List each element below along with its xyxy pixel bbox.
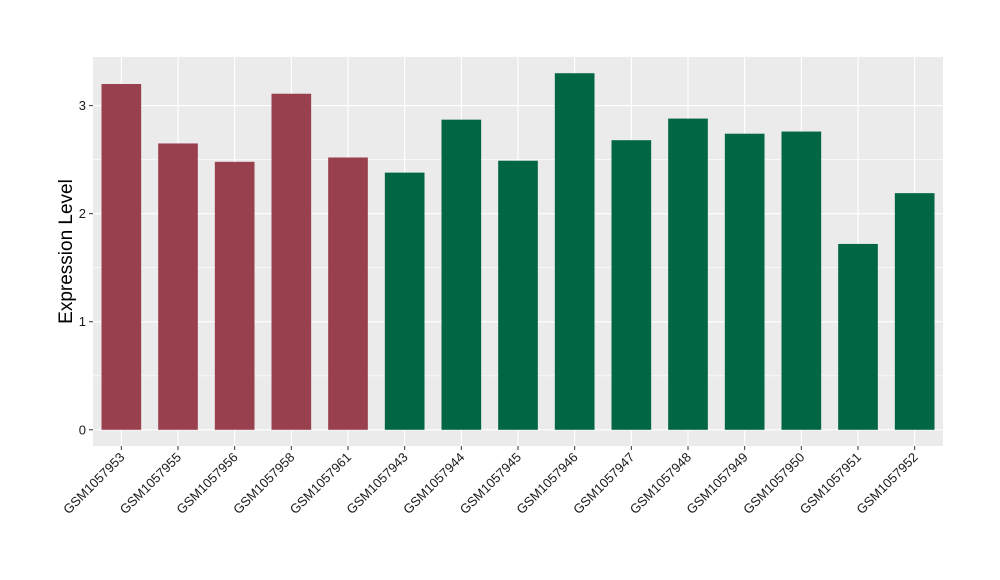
bar-GSM1057950 [781,131,822,430]
bar-GSM1057958 [271,93,312,430]
bar-GSM1057949 [724,133,765,430]
bar-GSM1057952 [894,193,935,430]
bar-GSM1057951 [838,243,878,430]
bar-GSM1057953 [101,84,142,430]
bar-GSM1057945 [498,160,538,430]
bar-GSM1057955 [158,143,198,430]
y-tick-label: 2 [79,206,86,221]
y-tick-label: 0 [79,422,86,437]
bar-GSM1057948 [668,118,708,430]
y-tick-label: 1 [79,314,86,329]
y-axis: 0 1 2 3 [79,98,93,437]
y-axis-title: Expression Level [56,179,77,324]
bars [101,73,935,430]
bar-GSM1057961 [328,157,368,430]
x-axis: GSM1057953GSM1057955GSM1057956GSM1057958… [60,446,921,517]
y-tick-label: 3 [79,98,86,113]
bar-GSM1057956 [214,161,255,430]
bar-GSM1057943 [384,172,425,430]
bar-GSM1057946 [554,73,595,430]
bar-GSM1057944 [441,119,482,430]
bar-GSM1057947 [611,140,652,430]
